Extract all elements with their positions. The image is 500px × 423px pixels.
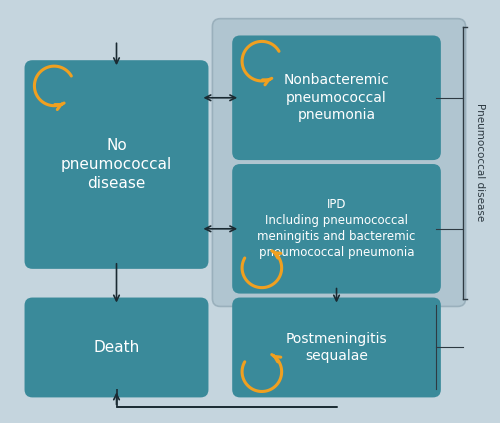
FancyBboxPatch shape: [24, 297, 208, 398]
Text: IPD
Including pneumococcal
meningitis and bacteremic
pneumococcal pneumonia: IPD Including pneumococcal meningitis an…: [258, 198, 416, 259]
FancyBboxPatch shape: [24, 60, 208, 269]
FancyBboxPatch shape: [232, 36, 441, 160]
Text: No
pneumococcal
disease: No pneumococcal disease: [61, 138, 172, 191]
FancyBboxPatch shape: [232, 297, 441, 398]
FancyBboxPatch shape: [212, 19, 466, 306]
Text: Death: Death: [94, 340, 140, 355]
FancyBboxPatch shape: [232, 164, 441, 294]
Text: Pneumococcal disease: Pneumococcal disease: [476, 104, 486, 222]
Text: Nonbacteremic
pneumococcal
pneumonia: Nonbacteremic pneumococcal pneumonia: [284, 74, 390, 122]
Text: Postmeningitis
sequalae: Postmeningitis sequalae: [286, 332, 388, 363]
